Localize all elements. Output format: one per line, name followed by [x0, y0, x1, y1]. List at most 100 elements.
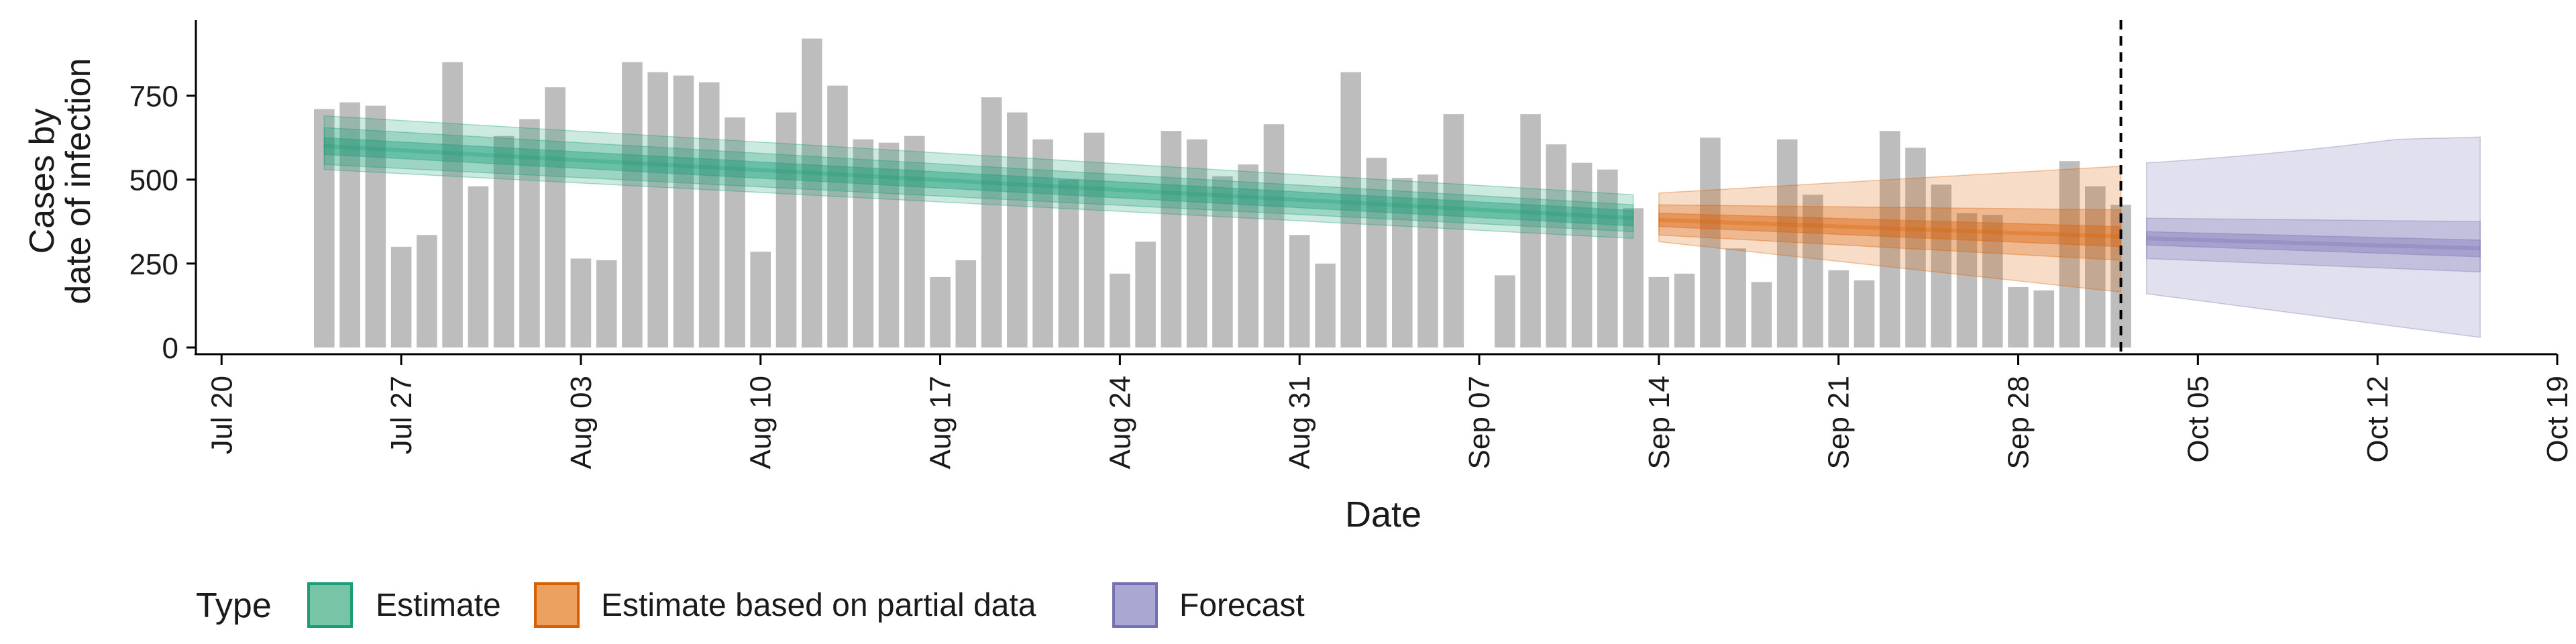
legend-key-partial: [534, 582, 580, 628]
x-tick-label: Aug 24: [1104, 376, 1136, 469]
y-axis-title-line-2: date of infection: [59, 58, 98, 304]
x-tick-label: Oct 05: [2182, 376, 2214, 463]
bar: [1571, 162, 1593, 347]
x-tick-label: Jul 27: [385, 376, 418, 454]
legend-label-estimate: Estimate: [376, 588, 501, 623]
x-tick-label: Aug 10: [745, 376, 777, 469]
bar: [698, 82, 720, 347]
bar: [1161, 131, 1182, 347]
x-tick-label: Sep 21: [1823, 376, 1856, 469]
bar: [1340, 72, 1361, 347]
bar: [1083, 132, 1105, 347]
bar: [1289, 235, 1310, 347]
x-tick-label: Oct 12: [2361, 376, 2394, 463]
bar: [673, 75, 694, 347]
bar: [570, 258, 592, 347]
bar: [750, 252, 771, 347]
bar: [1007, 112, 1028, 347]
bar: [1110, 273, 1130, 347]
bar: [1495, 275, 1515, 347]
legend-key-estimate: [307, 582, 353, 628]
median-line: [2146, 236, 2481, 251]
bar: [1597, 169, 1618, 347]
bar: [647, 72, 668, 347]
bar: [2008, 286, 2029, 347]
ribbon-inner: [2146, 231, 2481, 258]
bar: [2110, 205, 2131, 347]
median-line: [1658, 217, 2121, 239]
x-tick-label: Sep 28: [2002, 376, 2035, 469]
x-tick-label: Sep 07: [1463, 376, 1496, 469]
bar: [1905, 148, 1926, 347]
x-tick-label: Sep 14: [1643, 376, 1676, 469]
bar: [1186, 139, 1208, 347]
bar: [1032, 139, 1053, 347]
x-ticks: Jul 20 Jul 27 Aug 03 Aug 10 Aug 17 Aug 24 Aug …: [205, 354, 2574, 469]
bar: [1751, 282, 1772, 347]
bar: [596, 260, 617, 347]
legend-label-partial: Estimate based on partial data: [601, 588, 1036, 623]
ribbon-outer: [2146, 136, 2481, 338]
x-tick-label: Oct 19: [2541, 376, 2574, 463]
bar: [1315, 263, 1336, 347]
bar: [1417, 174, 1438, 347]
x-tick-label: Aug 03: [565, 376, 598, 469]
bar: [2059, 161, 2080, 347]
bars-layer: [314, 38, 2131, 347]
bar: [1879, 131, 1900, 347]
bar: [802, 38, 822, 347]
y-axis-title-line-1: Cases by: [23, 109, 62, 254]
bar: [1725, 248, 1746, 347]
bar: [1366, 158, 1387, 347]
bar: [1623, 208, 1644, 347]
bar: [724, 117, 745, 347]
bar: [622, 62, 643, 347]
bar: [1854, 280, 1875, 347]
legend-label-forecast: Forecast: [1179, 588, 1305, 623]
bar: [1058, 179, 1079, 347]
bar: [1803, 195, 1823, 347]
bar: [468, 186, 489, 347]
legend-key-forecast: [1112, 582, 1158, 628]
ribbon-outer: [323, 115, 1634, 239]
bar: [545, 87, 566, 347]
bar: [1135, 241, 1156, 347]
x-tick-label: Jul 20: [205, 376, 238, 454]
y-tick-label: 250: [129, 248, 178, 281]
y-tick-label: 0: [162, 332, 178, 365]
ribbon-inner: [323, 137, 1634, 227]
bar: [519, 119, 540, 347]
bar: [981, 97, 1002, 347]
bar: [1392, 178, 1413, 347]
bar: [2085, 186, 2106, 347]
median-line: [324, 144, 1633, 221]
bar: [827, 85, 848, 347]
axes: [195, 20, 2557, 356]
bar: [1520, 114, 1541, 347]
bar: [1931, 184, 1951, 347]
ribbon-mid: [2146, 217, 2481, 273]
bar: [904, 136, 925, 347]
bar: [365, 105, 386, 347]
legend: Type Estimate Estimate based on partial …: [196, 582, 1305, 628]
bar: [314, 109, 335, 347]
ribbon-outer: [1658, 165, 2122, 293]
ribbons-layer: [323, 115, 2481, 338]
bar: [1956, 213, 1978, 347]
bar: [955, 260, 977, 347]
bar: [1443, 114, 1464, 347]
bar: [853, 139, 874, 347]
bar: [417, 235, 437, 347]
bar: [930, 276, 951, 347]
bar: [1238, 164, 1258, 347]
bar: [1776, 139, 1798, 347]
x-tick-label: Aug 31: [1283, 376, 1316, 469]
bar: [775, 112, 797, 347]
y-tick-label: 750: [129, 80, 178, 113]
ribbon-mid: [323, 127, 1634, 233]
bar: [1648, 276, 1670, 347]
bar: [493, 136, 515, 347]
bar: [1982, 215, 2003, 347]
bar: [878, 142, 900, 347]
x-tick-label: Aug 17: [924, 376, 957, 469]
